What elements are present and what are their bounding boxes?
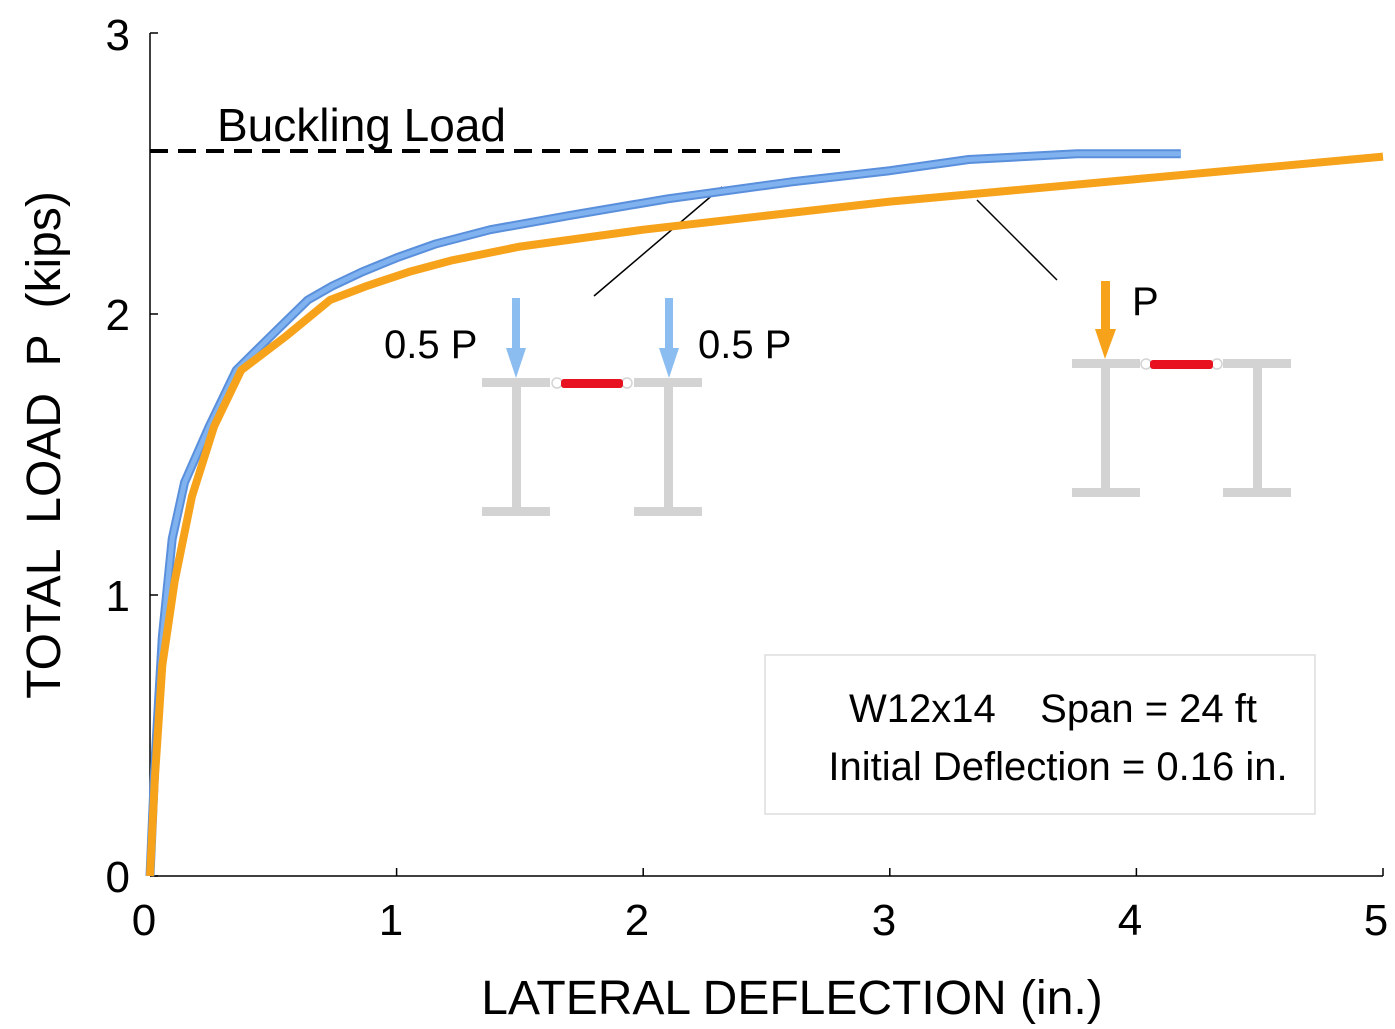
axes: [149, 32, 1384, 877]
beam-left-bottom-flange: [482, 507, 550, 516]
series-line-orange: [146, 152, 1384, 877]
x-axis-title: LATERAL DEFLECTION (in.): [481, 972, 1102, 1025]
brace-right-pin: [621, 377, 633, 389]
beam-left-top-flange: [482, 378, 550, 387]
x-tick-label-3: 3: [872, 896, 896, 945]
single-point-load-diagram: P: [1072, 280, 1291, 497]
info-box-frame: [764, 654, 1316, 815]
load-arrow-full-head: [1095, 329, 1116, 359]
info-line-initial-deflection: Initial Deflection = 0.16 in.: [828, 745, 1287, 789]
x-tick-label-2: 2: [625, 896, 649, 945]
beam2-left-top-flange: [1072, 359, 1140, 368]
beam2-right-top-flange: [1223, 359, 1291, 368]
x-tick-label-1: 1: [379, 896, 403, 945]
beam-right-bottom-flange: [634, 507, 702, 516]
brace-member: [561, 379, 623, 388]
beam2-left-bottom-flange: [1072, 488, 1140, 497]
info-box: W12x14 Span = 24 ft Initial Deflection =…: [764, 654, 1316, 815]
leader-line-orange: [976, 199, 1058, 281]
x-tick-label-5: 5: [1364, 896, 1388, 945]
buckling-load-label: Buckling Load: [217, 99, 506, 151]
brace-left-pin: [551, 377, 563, 389]
brace2-left-pin: [1140, 358, 1152, 370]
load-arrow-left-shaft: [512, 298, 520, 350]
load-arrow-right-shaft: [665, 298, 673, 350]
beam2-left-web: [1101, 368, 1110, 488]
x-tick-label-0: 0: [132, 896, 156, 945]
beam-right-web: [664, 387, 673, 507]
x-tick-label-4: 4: [1118, 896, 1142, 945]
beam2-right-web: [1253, 368, 1262, 488]
y-tick-label-2: 2: [106, 291, 130, 340]
load-arrow-full-shaft: [1101, 281, 1110, 331]
y-tick-label-1: 1: [106, 572, 130, 621]
series-layer: [145, 149, 1384, 877]
beam-right-top-flange: [634, 378, 702, 387]
y-tick-label-3: 3: [106, 11, 130, 60]
beam-left-web: [512, 387, 521, 507]
half-load-label-left: 0.5 P: [384, 323, 477, 367]
two-point-load-diagram: 0.5 P 0.5 P: [384, 298, 791, 516]
load-arrow-right-head: [659, 348, 679, 378]
half-load-label-right: 0.5 P: [698, 323, 791, 367]
load-arrow-left-head: [506, 348, 526, 378]
leader-line-blue: [593, 186, 723, 297]
y-tick-label-0: 0: [106, 853, 130, 902]
brace2-member: [1150, 360, 1213, 369]
series-line-blue: [147, 151, 1181, 877]
brace2-right-pin: [1211, 358, 1223, 370]
info-line-section-span: W12x14 Span = 24 ft: [849, 687, 1257, 731]
beam2-right-bottom-flange: [1223, 488, 1291, 497]
y-axis-title: TOTAL LOAD P (kips): [18, 191, 71, 699]
full-load-label: P: [1132, 280, 1159, 324]
